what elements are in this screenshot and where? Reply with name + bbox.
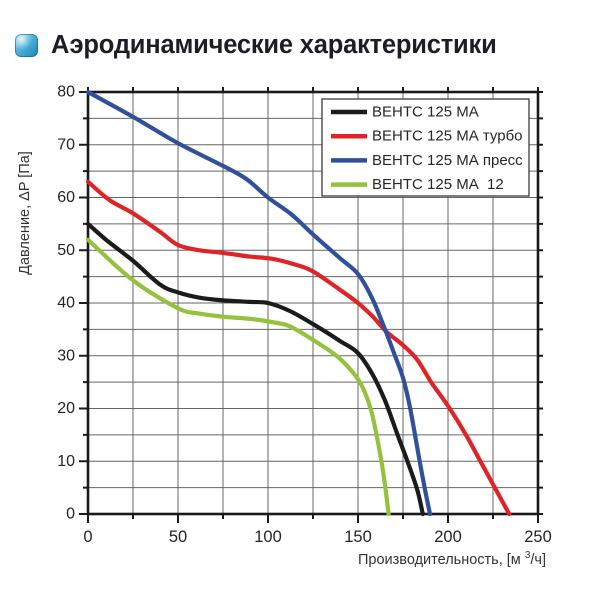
plot-frame [86, 90, 540, 516]
curve-series-3 [85, 237, 391, 517]
x-tick-label: 150 [344, 528, 372, 546]
y-tick-label: 10 [57, 453, 75, 470]
x-tick-label: 50 [169, 528, 187, 546]
legend-label-1: ВЕНТС 125 МА турбо [372, 128, 523, 145]
x-tick-label: 100 [254, 528, 282, 546]
legend-label-2: ВЕНТС 125 МА пресс [372, 152, 523, 169]
legend-label-0: ВЕНТС 125 МА [372, 104, 479, 121]
x-tick-label: 250 [524, 528, 552, 546]
x-axis-title: Производительность, [м 3/ч] [358, 550, 546, 568]
curve-series-1 [85, 179, 512, 517]
x-tick-label: 200 [434, 528, 462, 546]
y-tick-label: 20 [57, 400, 75, 417]
page-title: Аэродинамические характеристики [51, 31, 497, 59]
x-tick-label: 0 [83, 528, 92, 546]
y-tick-label: 60 [57, 189, 75, 206]
y-tick-label: 80 [57, 84, 75, 101]
legend: ВЕНТС 125 МА ВЕНТС 125 МА турбо ВЕНТС 125 … [321, 98, 530, 197]
legend-label-3: ВЕНТС 125 МА 12 [372, 176, 504, 193]
y-tick-label: 50 [57, 242, 75, 259]
curve-series-0 [85, 221, 425, 517]
page-header: Аэродинамические характеристики [15, 31, 497, 60]
y-tick-label: 40 [57, 295, 75, 312]
y-tick-label: 70 [57, 136, 75, 153]
legend-box [321, 98, 530, 197]
blue-square-bullet-icon [15, 34, 38, 57]
y-axis-title: Давление, ΔP [Па] [17, 151, 33, 275]
curve-series-2 [85, 89, 433, 517]
y-tick-label: 0 [66, 506, 75, 523]
y-tick-label: 30 [57, 347, 75, 364]
